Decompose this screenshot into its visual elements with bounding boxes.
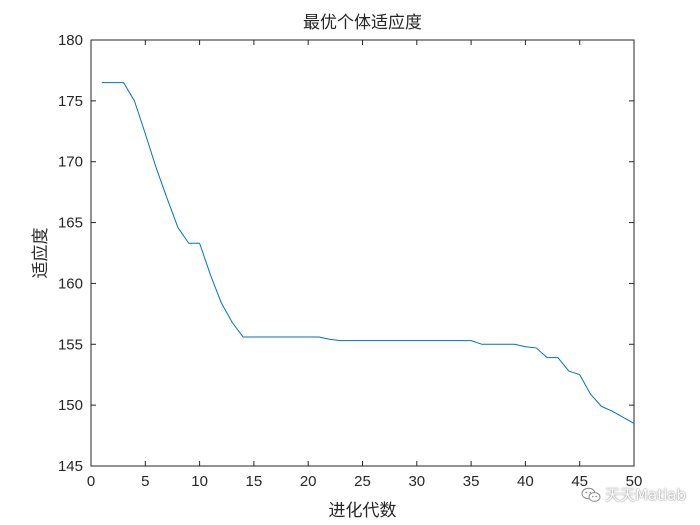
plot-area: [90, 39, 635, 467]
y-tick-label: 155: [58, 336, 83, 353]
x-tick-label: 0: [87, 473, 95, 490]
y-tick-label: 165: [58, 215, 83, 232]
chart-title: 最优个体适应度: [303, 13, 422, 33]
x-tick-label: 25: [354, 473, 371, 490]
watermark: 天天Matlab: [581, 484, 686, 505]
y-tick-label: 180: [58, 32, 83, 49]
x-tick-label: 20: [300, 473, 317, 490]
x-tick-label: 30: [408, 473, 425, 490]
x-tick-label: 5: [141, 473, 149, 490]
x-tick-label: 15: [246, 473, 263, 490]
x-tick-label: 45: [571, 473, 588, 490]
watermark-text: 天天Matlab: [605, 486, 686, 504]
x-tick-label: 50: [626, 473, 643, 490]
y-tick-label: 170: [58, 154, 83, 171]
y-tick-label: 150: [58, 397, 83, 414]
tick-layer: 0 5 10 15 20 25 30 35 40 45 50 145 150 155 160 165 170 17…: [58, 32, 642, 490]
x-tick-label: 40: [517, 473, 534, 490]
y-tick-label: 175: [58, 93, 83, 110]
axes-box: [90, 39, 635, 467]
x-tick-label: 35: [463, 473, 480, 490]
y-tick-label: 145: [58, 458, 83, 475]
y-tick-label: 160: [58, 275, 83, 292]
x-tick-label: 10: [191, 473, 208, 490]
y-axis-title: 适应度: [31, 228, 51, 279]
x-axis-title: 进化代数: [329, 501, 397, 521]
wechat-icon: [581, 487, 601, 503]
series-line: [101, 82, 635, 424]
